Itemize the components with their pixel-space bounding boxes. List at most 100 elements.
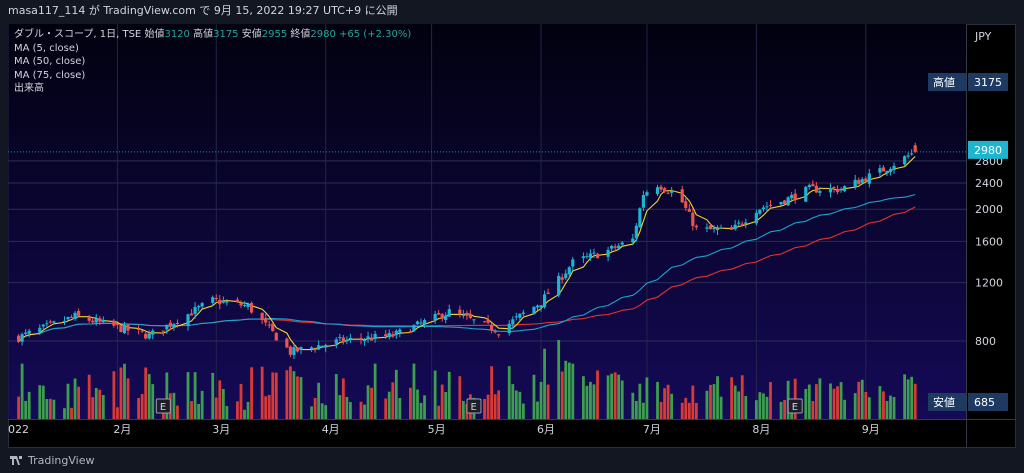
volume-bar [617, 374, 621, 419]
legend-ma50[interactable]: MA (50, close) [14, 56, 86, 67]
volume-bar [864, 391, 868, 419]
candle [715, 225, 720, 236]
volume-bar [634, 401, 638, 419]
volume-bar [423, 395, 426, 419]
candle [264, 313, 268, 326]
candle-body [493, 331, 497, 333]
earnings-marker: E [466, 398, 482, 414]
volume-bar [860, 379, 864, 419]
legend-high-value: 3175 [213, 29, 239, 40]
candle-body [369, 337, 374, 341]
candle-body [264, 318, 268, 323]
candle [835, 185, 840, 195]
candle-body [490, 324, 494, 331]
volume-bar [638, 383, 642, 419]
legend-close-label: 終値 [290, 29, 311, 40]
candle-body [16, 335, 21, 342]
candle [408, 329, 413, 333]
candle-body [828, 187, 833, 193]
volume-bar [91, 397, 95, 419]
site-link[interactable]: TradingView.com [103, 4, 196, 17]
candle [687, 203, 691, 212]
candle-body [384, 334, 388, 337]
candle [384, 329, 388, 339]
volume-bar [737, 391, 741, 419]
candle [511, 316, 515, 330]
candle [638, 207, 642, 228]
footer-bar: TradingView [0, 448, 1024, 473]
candle [468, 309, 473, 319]
candle [313, 347, 317, 353]
candle [581, 252, 585, 264]
candle [783, 199, 787, 206]
legend-ma75[interactable]: MA (75, close) [14, 69, 86, 81]
legend-volume[interactable]: 出来高 [14, 83, 44, 94]
candle [595, 252, 600, 259]
time-tick-label: 9月 [862, 423, 880, 436]
candle-body [461, 314, 465, 316]
volume-bar [94, 387, 98, 419]
volume-bar [341, 378, 345, 419]
candle-body [857, 179, 861, 185]
time-tick-label: 2月 [113, 423, 131, 436]
legend-symbol[interactable]: ダブル・スコープ, 1日, TSE [14, 29, 142, 40]
gridlines [8, 24, 966, 419]
candle [853, 174, 857, 190]
candle [514, 312, 518, 321]
candle [666, 190, 670, 195]
volume-bar [807, 384, 811, 419]
candle-body [659, 186, 663, 190]
volume-bar [910, 376, 914, 419]
volume-bar [885, 401, 889, 419]
volume-bar [264, 396, 268, 419]
candle [334, 337, 338, 349]
volume-bar [497, 390, 501, 419]
candle [461, 310, 465, 319]
candle [733, 219, 737, 231]
volume-bar [292, 371, 296, 419]
legend-ma5[interactable]: MA (5, close) [14, 42, 79, 54]
candle-body [560, 277, 564, 280]
candle-body [87, 316, 91, 321]
price-tick-label: 2000 [975, 203, 1003, 216]
volume-bar [521, 403, 525, 419]
candle-body [271, 323, 275, 332]
candle-body [468, 314, 473, 318]
candle [186, 313, 190, 331]
candle-body [768, 204, 773, 206]
candle-body [888, 168, 893, 173]
volume-bar [24, 400, 28, 419]
candle-body [91, 320, 95, 323]
volume-bar [239, 383, 243, 419]
volume-bar [829, 383, 832, 419]
candle-body [832, 187, 836, 189]
candle [737, 219, 741, 227]
volume-bar [384, 398, 388, 419]
candle-body [744, 222, 748, 224]
volume-bar [642, 402, 645, 419]
footer-brand[interactable]: TradingView [28, 454, 95, 467]
volume-bar [889, 395, 892, 419]
candle [546, 288, 550, 295]
volume-bar [758, 392, 762, 419]
candle [634, 222, 638, 242]
candle-body [175, 322, 180, 324]
volume-bar [596, 370, 599, 419]
candle [285, 337, 289, 349]
volume-bar [620, 380, 624, 419]
candle-body [41, 324, 45, 327]
candle [818, 187, 822, 197]
candle-body [592, 252, 596, 254]
candle-body [691, 212, 695, 226]
candle-body [790, 194, 794, 199]
volume-bar [546, 384, 550, 419]
candle [147, 330, 151, 340]
volume-bar [670, 393, 674, 419]
candle [394, 329, 398, 339]
author-link[interactable]: masa117_114 [8, 4, 86, 17]
volume-bar [123, 363, 126, 419]
volume-bar [320, 403, 324, 419]
volume-bar [684, 397, 688, 419]
volume-bar [147, 374, 151, 419]
